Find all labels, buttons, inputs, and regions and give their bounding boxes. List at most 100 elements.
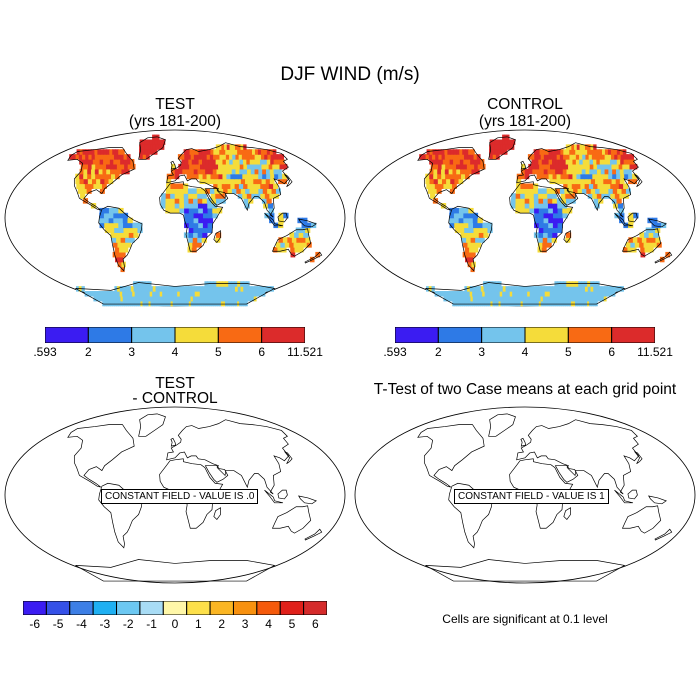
wind-cell bbox=[280, 242, 286, 248]
wind-cell bbox=[609, 286, 614, 292]
wind-cell bbox=[188, 159, 193, 165]
wind-cell bbox=[632, 237, 638, 243]
wind-cell bbox=[152, 291, 156, 297]
wind-cell bbox=[157, 139, 161, 145]
wind-cell bbox=[232, 159, 237, 165]
wind-cell bbox=[571, 183, 577, 189]
wind-cell bbox=[466, 251, 472, 258]
wind-cell bbox=[207, 212, 214, 219]
wind-cell bbox=[99, 159, 104, 165]
wind-cell bbox=[119, 291, 123, 297]
wind-cell bbox=[551, 193, 557, 199]
wind-cell bbox=[594, 203, 600, 209]
wind-cell bbox=[243, 300, 246, 307]
wind-cell bbox=[252, 291, 256, 297]
wind-cell bbox=[439, 183, 445, 189]
wind-cell bbox=[237, 193, 243, 199]
wind-cell bbox=[262, 168, 267, 175]
wind-cell bbox=[186, 168, 191, 175]
wind-cell bbox=[572, 281, 576, 287]
wind-cell bbox=[536, 168, 541, 175]
wind-cell bbox=[581, 281, 585, 287]
wind-cell bbox=[441, 154, 446, 160]
wind-cell bbox=[520, 188, 526, 194]
wind-cell bbox=[104, 291, 108, 297]
wind-cell bbox=[596, 193, 602, 199]
wind-cell bbox=[483, 232, 489, 238]
wind-cell bbox=[547, 227, 554, 233]
wind-cell bbox=[552, 207, 559, 214]
wind-cell bbox=[477, 222, 484, 229]
wind-cell bbox=[188, 198, 194, 204]
wind-cell bbox=[136, 286, 140, 292]
wind-cell bbox=[553, 163, 558, 170]
wind-cell bbox=[160, 203, 166, 209]
wind-cell bbox=[557, 222, 563, 229]
wind-cell bbox=[579, 159, 584, 165]
wind-cell bbox=[562, 168, 568, 175]
wind-cell bbox=[453, 173, 458, 180]
wind-cell bbox=[548, 159, 553, 165]
wind-cell bbox=[572, 173, 578, 180]
wind-cell bbox=[97, 295, 101, 302]
wind-cell bbox=[447, 295, 451, 302]
wind-cell bbox=[102, 295, 106, 302]
wind-cell bbox=[264, 212, 270, 219]
wind-cell bbox=[575, 149, 579, 155]
wind-cell bbox=[164, 291, 168, 297]
wind-cell bbox=[516, 183, 522, 189]
wind-cell bbox=[458, 207, 465, 214]
wind-cell bbox=[517, 295, 521, 302]
wind-cell bbox=[559, 291, 563, 297]
wind-cell bbox=[207, 178, 213, 185]
wind-cell bbox=[548, 212, 554, 219]
wind-cell bbox=[619, 193, 625, 199]
wind-cell bbox=[468, 212, 474, 219]
wind-cell bbox=[585, 295, 589, 302]
wind-cell bbox=[238, 173, 243, 180]
wind-cell bbox=[201, 295, 205, 302]
wind-cell bbox=[193, 217, 199, 224]
wind-cell bbox=[441, 149, 446, 155]
wind-cell bbox=[529, 193, 535, 199]
wind-cell bbox=[133, 286, 137, 292]
wind-cell bbox=[273, 168, 278, 175]
wind-cell bbox=[486, 286, 490, 292]
wind-cell bbox=[123, 159, 128, 165]
wind-cell bbox=[217, 183, 223, 189]
wind-cell bbox=[225, 159, 230, 165]
wind-cell bbox=[140, 300, 144, 307]
wind-cell bbox=[213, 286, 217, 292]
wind-cell bbox=[426, 149, 431, 155]
wind-cell bbox=[231, 149, 235, 155]
wind-cell bbox=[524, 300, 528, 307]
wind-cell bbox=[565, 295, 569, 302]
wind-cell bbox=[244, 203, 250, 209]
wind-cell bbox=[158, 286, 162, 292]
wind-cell bbox=[102, 291, 106, 297]
wind-cell bbox=[575, 159, 580, 165]
wind-cell bbox=[113, 159, 118, 165]
wind-cell bbox=[264, 193, 270, 199]
wind-cell bbox=[254, 154, 259, 160]
wind-cell bbox=[494, 139, 498, 145]
wind-cell bbox=[433, 168, 438, 175]
wind-cell bbox=[453, 149, 457, 155]
wind-cell bbox=[540, 300, 544, 307]
wind-cell bbox=[530, 300, 534, 307]
wind-cell bbox=[547, 295, 551, 302]
wind-cell bbox=[538, 237, 544, 243]
wind-cell bbox=[109, 295, 113, 302]
wind-cell bbox=[647, 242, 653, 248]
wind-cell bbox=[612, 291, 616, 297]
wind-cell bbox=[476, 154, 481, 160]
coastline-newZealand bbox=[304, 251, 323, 264]
wind-cell bbox=[196, 300, 200, 307]
wind-cell bbox=[273, 247, 278, 253]
wind-cell bbox=[166, 300, 170, 307]
colorbar-swatch bbox=[139, 601, 164, 615]
wind-cell bbox=[178, 163, 183, 170]
coastline-northAmerica bbox=[417, 147, 485, 211]
wind-cell bbox=[524, 291, 528, 297]
wind-cell bbox=[99, 173, 104, 180]
